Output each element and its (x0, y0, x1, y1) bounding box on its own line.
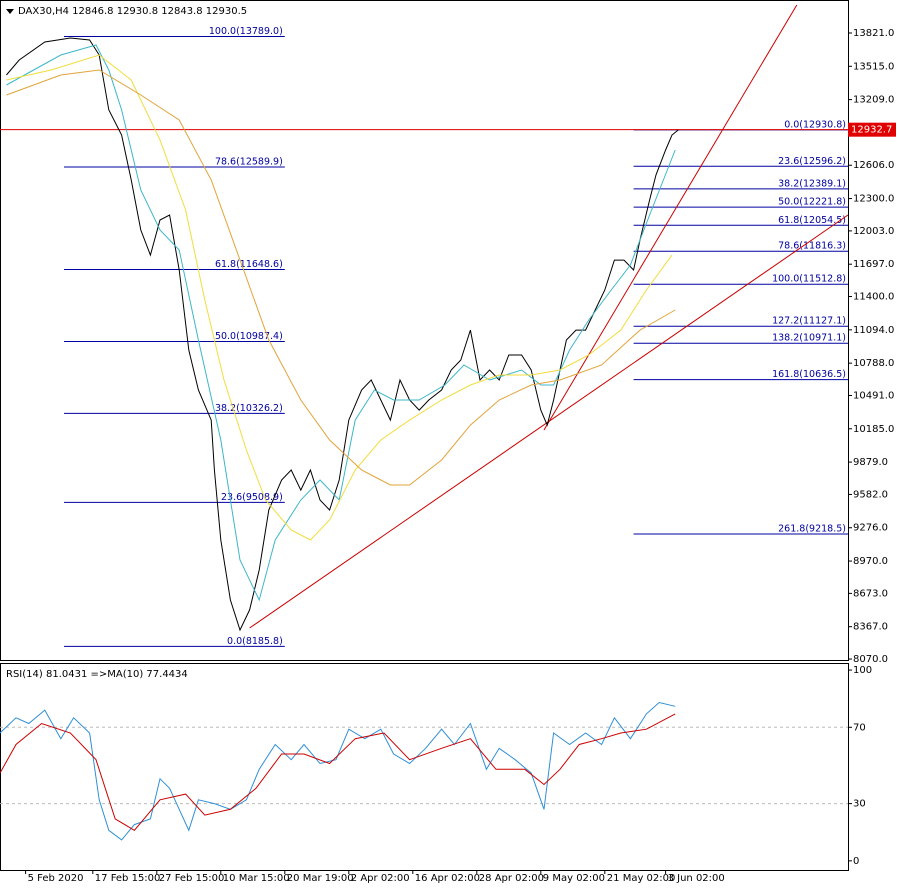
fib-label: 138.2(10971.1) (772, 333, 846, 344)
y-tick-label: 12606.0 (853, 160, 894, 171)
y-tick-label: 13515.0 (853, 61, 894, 72)
x-tick-label: 17 Feb 15:00 (95, 873, 161, 884)
main-panel-border (0, 0, 849, 661)
y-tick-label: 10185.0 (853, 424, 894, 435)
series-line (6, 44, 676, 602)
fib-label: 38.2(10326.2) (215, 403, 283, 414)
y-tick-label: 12300.0 (853, 194, 894, 205)
y-tick-label: 13821.0 (853, 28, 894, 39)
fib-label: 38.2(12389.1) (778, 178, 846, 189)
rsi-title: RSI(14) 81.0431 =>MA(10) 77.4434 (6, 669, 188, 680)
fib-label: 23.6(12596.2) (778, 156, 846, 167)
series-line (6, 37, 679, 632)
x-tick-label: 20 Mar 19:00 (287, 873, 354, 884)
fib-label: 161.8(10636.5) (772, 369, 846, 380)
fib-label: 78.6(11816.3) (778, 241, 846, 252)
x-tick-label: 3 Jun 02:00 (668, 873, 725, 884)
y-tick-label: 9879.0 (853, 457, 888, 468)
y-tick-label: 8970.0 (853, 556, 888, 567)
fib-label: 127.2(11127.1) (772, 316, 846, 327)
y-tick-label: 70 (853, 722, 866, 733)
fib-label: 100.0(11512.8) (772, 274, 846, 285)
y-tick-label: 11094.0 (853, 325, 894, 336)
y-tick-label: 0 (853, 856, 859, 867)
fib-label: 0.0(8185.8) (227, 636, 283, 647)
series-line (6, 69, 676, 486)
last-price-label: 12932.7 (851, 125, 892, 136)
x-tick-label: 28 Apr 02:00 (479, 873, 544, 884)
y-tick-label: 100 (853, 665, 872, 676)
fib-label: 50.0(10987.4) (215, 331, 283, 342)
series-line (0, 713, 676, 831)
fib-label: 100.0(13789.0) (209, 26, 283, 37)
chart-title: DAX30,H4 12846.8 12930.8 12843.8 12930.5 (18, 6, 247, 17)
fib-label: 23.6(9508.9) (221, 492, 283, 503)
fib-label: 261.8(9218.5) (778, 523, 846, 534)
fib-label: 61.8(11648.6) (215, 259, 283, 270)
fib-label: 78.6(12589.9) (215, 156, 283, 167)
fib-label: 61.8(12054.5) (778, 215, 846, 226)
y-tick-label: 10491.0 (853, 390, 894, 401)
x-tick-label: 2 Apr 02:00 (351, 873, 410, 884)
y-tick-label: 11400.0 (853, 292, 894, 303)
y-tick-label: 12003.0 (853, 226, 894, 237)
rsi-panel-border (0, 663, 849, 871)
y-tick-label: 8367.0 (853, 622, 888, 633)
x-tick-label: 10 Mar 15:00 (223, 873, 290, 884)
series-line (6, 54, 673, 541)
y-tick-label: 10788.0 (853, 358, 894, 369)
x-tick-label: 9 May 02:00 (543, 873, 605, 884)
fib-label: 0.0(12930.8) (784, 119, 846, 130)
y-tick-label: 8070.0 (853, 654, 888, 665)
y-tick-label: 30 (853, 799, 866, 810)
fib-label: 50.0(12221.8) (778, 197, 846, 208)
y-tick-label: 13209.0 (853, 95, 894, 106)
menu-triangle[interactable] (6, 9, 14, 14)
x-tick-label: 21 May 02:00 (607, 873, 676, 884)
x-tick-label: 16 Apr 02:00 (415, 873, 480, 884)
y-tick-label: 9276.0 (853, 523, 888, 534)
y-tick-label: 8673.0 (853, 588, 888, 599)
series-line (0, 701, 676, 841)
trendline (543, 4, 798, 431)
last-price-tag (848, 122, 896, 137)
x-tick-label: 27 Feb 15:00 (159, 873, 225, 884)
y-tick-label: 9582.0 (853, 489, 888, 500)
x-tick-label: 5 Feb 2020 (28, 873, 84, 884)
y-tick-label: 11697.0 (853, 259, 894, 270)
